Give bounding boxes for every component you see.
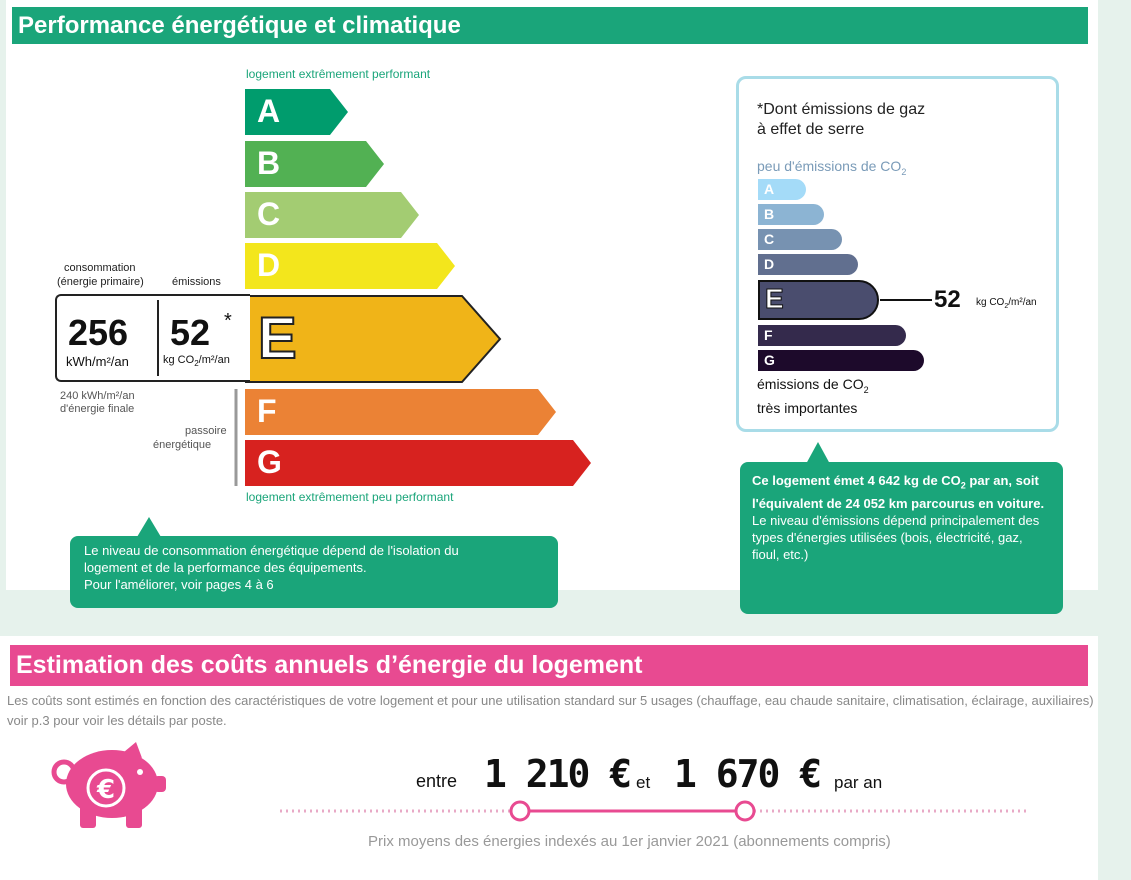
ges-bar-f: F [758,325,906,346]
cost-footnote: Prix moyens des énergies indexés au 1er … [368,833,891,850]
ges-low-label: peu d'émissions de CO2 [757,158,907,177]
energy-bar-d [245,243,455,289]
energy-bubble-pointer [137,517,161,537]
dpe-values-box [55,294,250,382]
consumption-label: consommation [64,262,136,274]
ges-value: 52 [934,286,961,313]
ges-title: *Dont émissions de gaz à effet de serre [757,101,926,138]
energy-bar-c [245,192,419,238]
final-energy-label: d'énergie finale [60,403,135,415]
ges-bar-b: B [758,204,824,225]
ges-bar-g: G [758,350,924,371]
cost-low-value: 1 210 € [484,752,632,796]
energy-info-bubble: Le niveau de consommation énergétique dé… [70,536,558,608]
final-energy-value: 240 kWh/m²/an [60,390,135,402]
ges-bar-d: D [758,254,858,275]
svg-text:€: € [96,775,115,805]
cost-high-value: 1 670 € [674,752,822,796]
ges-bar-c: C [758,229,842,250]
cost-word-and: et [636,773,651,792]
ges-high-label: émissions de CO2 très importantes [757,376,869,416]
ges-bar-a: A [758,179,806,200]
energy-bar-b [245,141,384,187]
piggy-bank-icon: € [51,742,166,828]
cost-word-between: entre [416,771,458,791]
consumption-sublabel: (énergie primaire) [57,276,144,288]
ges-info-bubble: Ce logement émet 4 642 kg de CO2 par an,… [740,462,1063,614]
ges-bubble-pointer [806,442,830,464]
cost-range-line [280,800,1030,822]
emissions-unit: kg CO2/m²/an [163,354,230,369]
bottom-caption: logement extrêmement peu performant [246,490,454,504]
passoire-label: passoire [185,425,227,437]
ges-unit: kg CO2/m²/an [976,297,1037,310]
consumption-unit: kWh/m²/an [66,354,129,369]
ges-pointer-line [880,299,932,301]
emissions-label: émissions [172,276,221,288]
emissions-value: 52 [170,312,211,353]
cost-per-year: par an [834,773,883,792]
top-caption: logement extrêmement performant [246,67,431,81]
cost-section-title: Estimation des coûts annuels d’énergie d… [10,645,1088,686]
consumption-value: 256 [68,312,129,353]
emissions-star: * [224,310,232,332]
energy-bar-f [245,389,556,435]
ges-bar-e: E [758,280,879,320]
cost-description: Les coûts sont estimés en fonction des c… [7,693,1094,728]
energy-bar-a [245,89,348,135]
energy-bar-g [245,440,591,486]
values-divider [157,300,159,376]
dpe-section-title: Performance énergétique et climatique [12,7,1088,44]
energy-current-class: E [257,305,298,372]
passoire-label-2: énergétique [153,439,212,451]
